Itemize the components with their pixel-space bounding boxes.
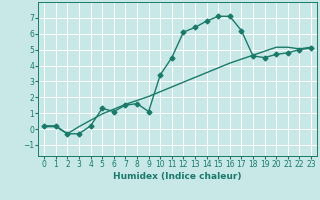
- X-axis label: Humidex (Indice chaleur): Humidex (Indice chaleur): [113, 172, 242, 181]
